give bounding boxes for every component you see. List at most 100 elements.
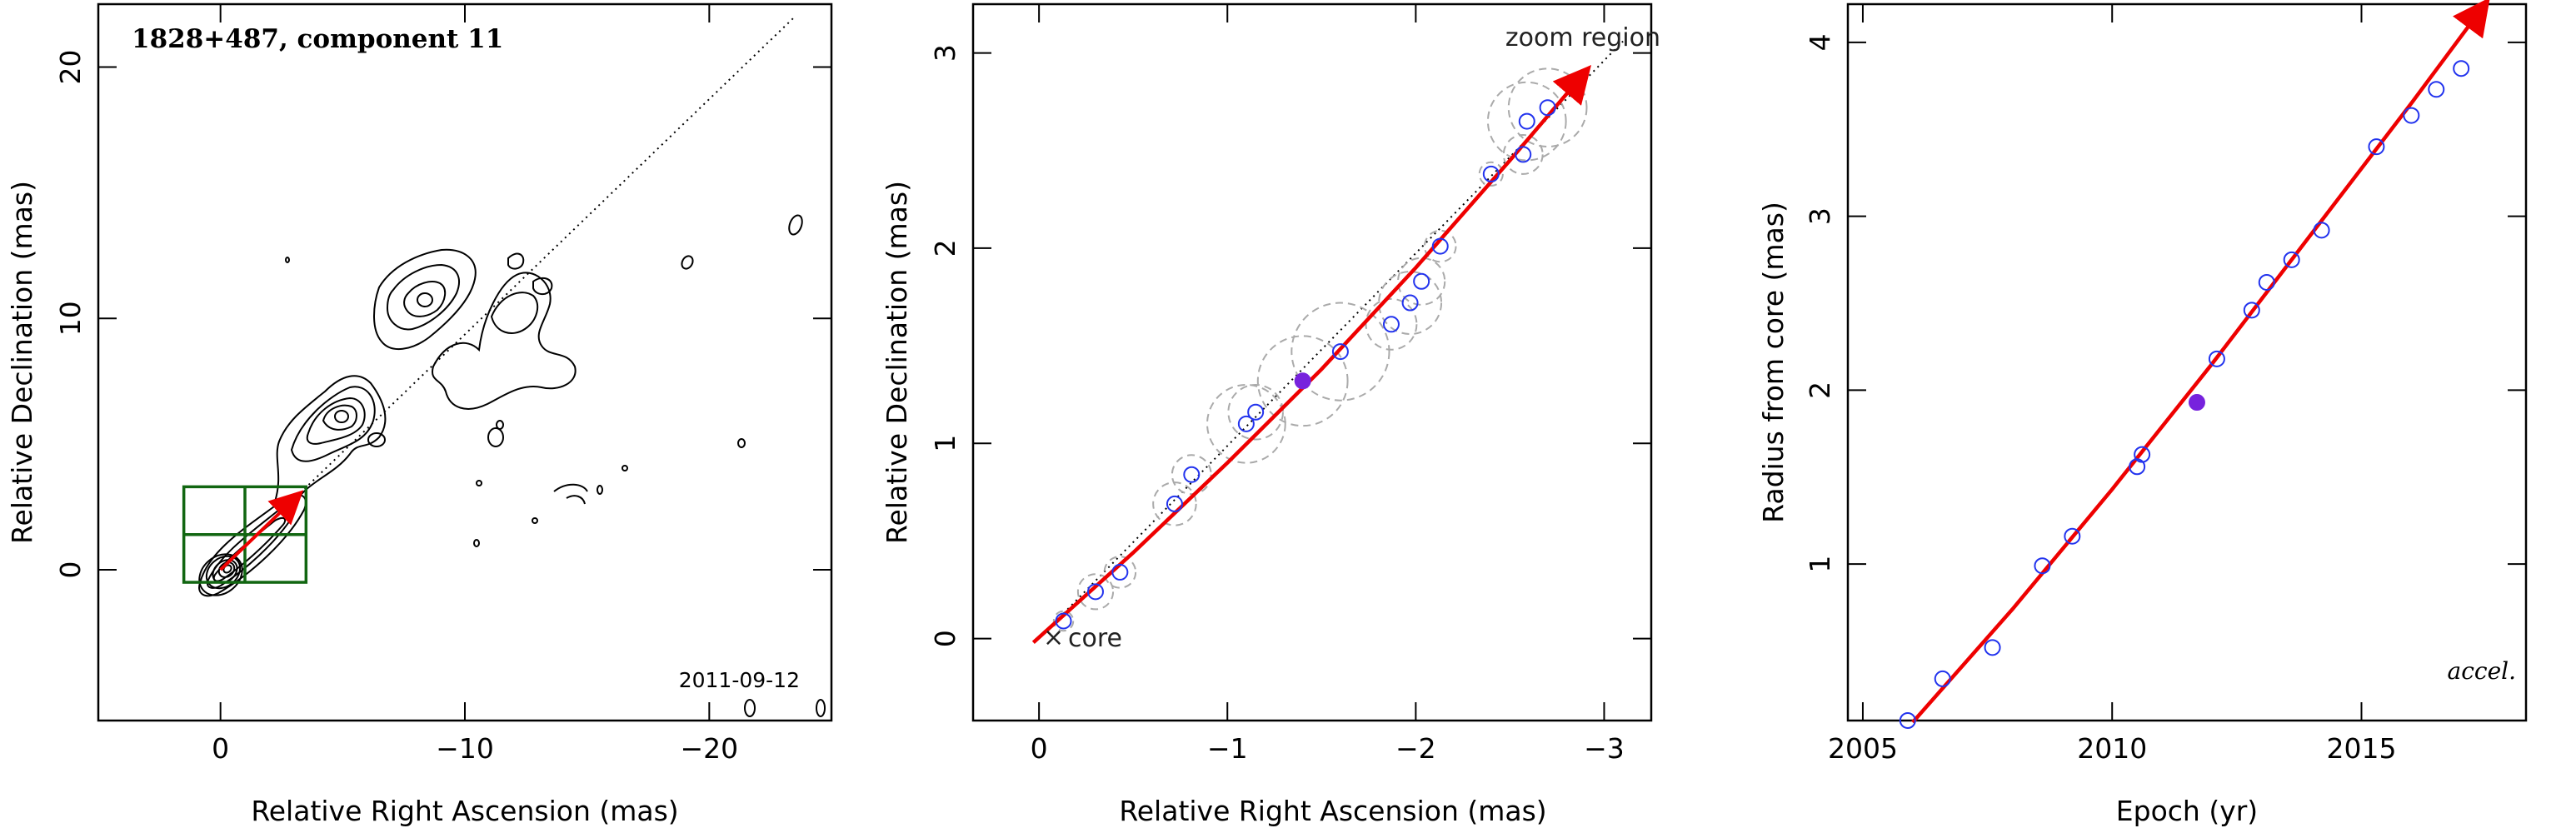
data-point xyxy=(1899,712,1916,729)
data-point xyxy=(1539,99,1556,117)
data-point xyxy=(1183,466,1201,483)
contour xyxy=(386,263,460,331)
data-point xyxy=(1055,612,1072,630)
data-point xyxy=(1984,639,2001,656)
x-tick-label: −1 xyxy=(1207,732,1248,765)
contour xyxy=(532,517,538,524)
contour xyxy=(373,248,477,351)
data-point xyxy=(2064,527,2081,545)
contour xyxy=(273,375,387,506)
panel-contour-map: 1828+487, component 11 2011-09-12 0 −10 −2… xyxy=(6,2,833,827)
epoch-label: 2011-09-12 xyxy=(679,668,800,692)
radius-points xyxy=(1899,60,2470,729)
uncertainty-circle xyxy=(1103,556,1137,589)
contour xyxy=(496,420,504,430)
contour xyxy=(507,252,525,270)
track-arrow xyxy=(219,490,304,571)
y-tick-label: 3 xyxy=(1804,207,1836,225)
uncertainty-circles xyxy=(1052,67,1588,632)
contour xyxy=(788,214,803,236)
y-tick-label: 1 xyxy=(1804,556,1836,573)
data-point xyxy=(1934,670,1951,687)
panel-radius-epoch: accel. 2005 2010 2015 1 2 3 4 Epoch (yr) Radiu… xyxy=(1757,0,2528,827)
plot-frame xyxy=(971,2,1653,722)
contour xyxy=(290,386,376,462)
x-axis-label: Epoch (yr) xyxy=(2116,795,2258,827)
x-tick-label: 2015 xyxy=(2326,732,2396,765)
x-tick-label: 2010 xyxy=(2077,732,2147,765)
contour xyxy=(473,539,480,547)
uncertainty-circle xyxy=(1206,383,1286,464)
data-point xyxy=(2208,350,2225,367)
data-point xyxy=(2134,446,2151,463)
y-tick-label: 2 xyxy=(929,239,961,257)
contour xyxy=(622,465,628,471)
fit-line xyxy=(1031,65,1592,644)
data-point xyxy=(2034,557,2051,575)
data-point xyxy=(2258,273,2275,291)
data-point xyxy=(2453,60,2470,77)
contour xyxy=(553,483,588,505)
fit-line xyxy=(1911,0,2490,724)
panel-zoom-region: zoom region × core 0 −1 −2 −3 0 1 2 3 Relative … xyxy=(881,2,1660,827)
uncertainty-circle xyxy=(1076,573,1115,611)
contour xyxy=(322,404,357,431)
uncertainty-circle xyxy=(1171,454,1212,496)
y-tick-label: 10 xyxy=(54,301,87,336)
x-axis-label: Relative Right Ascension (mas) xyxy=(1119,795,1546,827)
uncertainty-circle xyxy=(1478,161,1504,187)
contour xyxy=(597,485,603,495)
contour xyxy=(432,272,577,410)
plot-frame xyxy=(97,2,833,722)
data-point xyxy=(1331,343,1349,361)
uncertainty-circle xyxy=(1365,297,1418,351)
reference-epoch-point xyxy=(2188,394,2205,412)
contour xyxy=(476,480,482,486)
core-marker: × xyxy=(1043,623,1064,652)
data-point xyxy=(2403,107,2420,124)
data-point xyxy=(2428,81,2445,98)
uncertainty-circle xyxy=(1290,302,1390,402)
contour xyxy=(816,699,826,717)
contour xyxy=(198,553,243,596)
component-track xyxy=(219,490,304,571)
contour xyxy=(737,438,746,448)
y-tick-label: 1 xyxy=(929,435,961,452)
x-tick-label: 2005 xyxy=(1828,732,1898,765)
contour-map xyxy=(198,214,826,717)
contour xyxy=(744,699,756,717)
axes: 0 −10 −20 0 10 20 xyxy=(54,4,831,765)
zoom-region-label: zoom region xyxy=(1505,23,1660,52)
contour xyxy=(306,397,366,445)
x-tick-label: −10 xyxy=(436,732,494,765)
contour xyxy=(532,277,553,296)
y-axis-label: Radius from core (mas) xyxy=(1757,202,1790,523)
data-point xyxy=(1413,272,1430,290)
y-tick-label: 2 xyxy=(1804,382,1836,399)
fit-trajectory xyxy=(1031,65,1592,644)
contour xyxy=(417,292,433,307)
data-point xyxy=(1401,294,1419,312)
data-point xyxy=(1237,415,1255,432)
data-point xyxy=(2243,302,2260,319)
uncertainty-circle xyxy=(1424,229,1457,263)
uncertainty-circle xyxy=(1502,134,1544,175)
contour xyxy=(285,257,290,263)
data-point xyxy=(2368,138,2385,156)
data-point xyxy=(1515,146,1532,163)
y-tick-label: 0 xyxy=(929,630,961,647)
contour xyxy=(334,410,349,423)
x-tick-label: −2 xyxy=(1395,732,1436,765)
data-point xyxy=(1247,403,1265,421)
plot-frame xyxy=(1846,2,2528,722)
axes: 2005 2010 2015 1 2 3 4 xyxy=(1804,4,2526,765)
y-tick-label: 4 xyxy=(1804,33,1836,51)
acceleration-label: accel. xyxy=(2448,657,2516,685)
data-point xyxy=(2313,222,2330,239)
data-point xyxy=(1086,583,1104,601)
y-tick-label: 0 xyxy=(54,561,87,578)
x-tick-label: 0 xyxy=(1031,732,1048,765)
data-point xyxy=(1111,563,1129,581)
reference-epoch-point xyxy=(1294,372,1311,390)
